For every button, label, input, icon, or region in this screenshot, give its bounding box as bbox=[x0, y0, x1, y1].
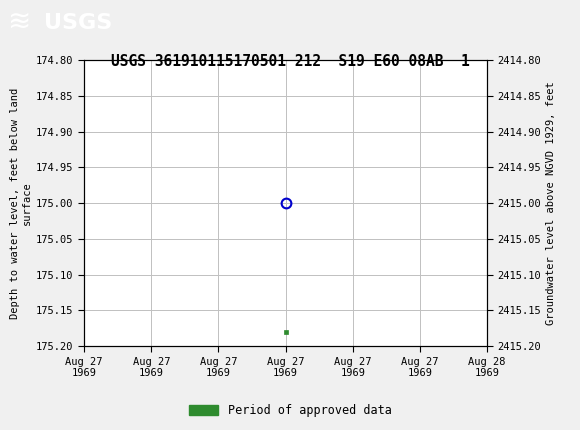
Text: USGS: USGS bbox=[44, 12, 112, 33]
Text: ≋: ≋ bbox=[7, 8, 30, 36]
Legend: Period of approved data: Period of approved data bbox=[184, 399, 396, 422]
Text: USGS 361910115170501 212  S19 E60 08AB  1: USGS 361910115170501 212 S19 E60 08AB 1 bbox=[111, 54, 469, 69]
Y-axis label: Depth to water level, feet below land
surface: Depth to water level, feet below land su… bbox=[10, 88, 32, 319]
Y-axis label: Groundwater level above NGVD 1929, feet: Groundwater level above NGVD 1929, feet bbox=[546, 81, 556, 325]
